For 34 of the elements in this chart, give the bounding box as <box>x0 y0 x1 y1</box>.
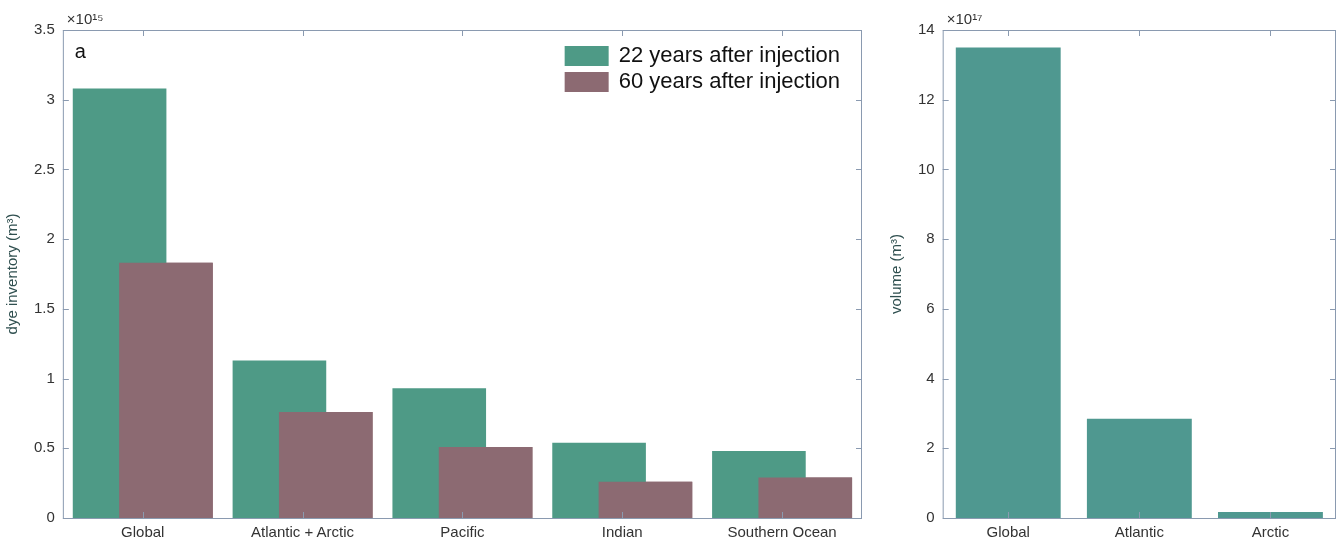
y-tick-label: 2 <box>46 229 55 247</box>
y-tick-label: 10 <box>918 159 935 177</box>
y-tick-label: 8 <box>926 229 935 247</box>
text: ×10¹⁷ <box>946 10 983 27</box>
y-tick-label: 4 <box>926 368 935 386</box>
y-tick-label: 0 <box>926 508 935 526</box>
x-tick-label: Southern Ocean <box>727 523 837 541</box>
x-tick-label: Atlantic <box>1114 523 1165 541</box>
y-tick-label: 12 <box>918 89 935 107</box>
x-tick-label: Global <box>121 523 165 541</box>
y-tick-label: 3.5 <box>33 20 55 38</box>
y-tick-label: 0 <box>46 508 55 526</box>
y-axis-title: volume (m³) <box>887 233 905 315</box>
legend-label: 60 years after injection <box>618 68 840 94</box>
y-tick-label: 2.5 <box>33 159 55 177</box>
y-tick-label: 6 <box>926 299 935 316</box>
x-tick-label: Arctic <box>1251 523 1290 541</box>
text: ×10¹⁵ <box>66 10 104 27</box>
bar <box>955 47 1061 518</box>
bar <box>1218 512 1323 518</box>
x-tick-label: Global <box>986 523 1030 541</box>
x-tick-label: Indian <box>601 523 643 541</box>
legend-label: 22 years after injection <box>618 42 840 68</box>
bar <box>1086 418 1192 518</box>
y-tick-label: 3 <box>46 89 55 107</box>
y-tick-label: 1 <box>46 368 55 386</box>
x-tick-label: Atlantic + Arctic <box>251 523 355 541</box>
y-tick-label: 2 <box>926 438 935 456</box>
y-tick-label: 1.5 <box>33 299 55 316</box>
annotation: a <box>74 40 87 62</box>
y-axis-title: dye inventory (m³) <box>3 213 21 335</box>
y-tick-label: 14 <box>918 20 935 38</box>
y-tick-label: 0.5 <box>33 438 55 456</box>
x-tick-label: Pacific <box>440 523 486 541</box>
